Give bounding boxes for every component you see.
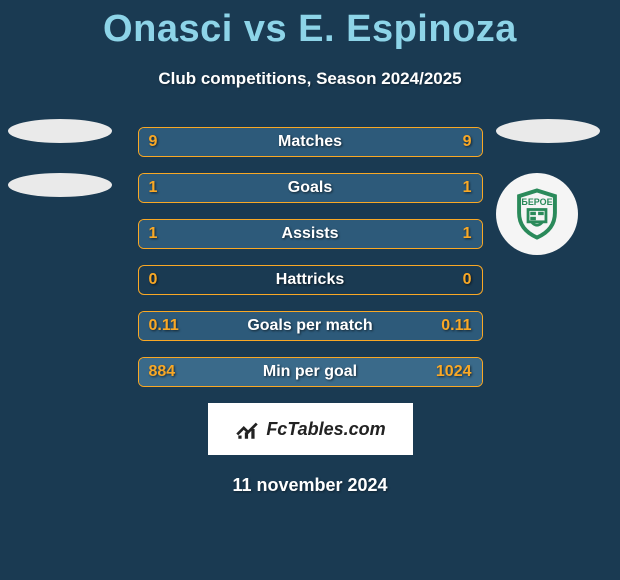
stat-right-value: 1	[463, 179, 472, 197]
club-logo-beroe: БЕРОЕ	[496, 173, 578, 255]
stat-right-value: 1	[463, 225, 472, 243]
stat-label: Matches	[278, 133, 342, 151]
stat-bar-right	[310, 174, 482, 202]
stat-row: 884 Min per goal 1024	[138, 357, 483, 387]
stat-label: Goals	[288, 179, 332, 197]
stat-left-value: 1	[149, 179, 158, 197]
stat-row: 0.11 Goals per match 0.11	[138, 311, 483, 341]
left-club-badge	[8, 119, 112, 227]
season-subtitle: Club competitions, Season 2024/2025	[0, 69, 620, 89]
stat-left-value: 9	[149, 133, 158, 151]
stat-bar-left	[139, 174, 311, 202]
right-club-badge: БЕРОЕ	[496, 119, 600, 255]
brand-badge: FcTables.com	[208, 403, 413, 455]
page-title: Onasci vs E. Espinoza	[0, 0, 620, 51]
svg-text:БЕРОЕ: БЕРОЕ	[521, 197, 552, 207]
stat-left-value: 0.11	[149, 317, 179, 335]
stat-right-value: 0	[463, 271, 472, 289]
stats-list: 9 Matches 9 1 Goals 1 1 Assists 1 0 Hattricks 0 0.11…	[138, 127, 483, 387]
stat-row: 0 Hattricks 0	[138, 265, 483, 295]
placeholder-ellipse-icon	[8, 119, 112, 143]
stat-right-value: 1024	[436, 363, 472, 381]
snapshot-date: 11 november 2024	[0, 475, 620, 496]
stat-row: 1 Goals 1	[138, 173, 483, 203]
brand-text: FcTables.com	[266, 419, 385, 440]
stat-left-value: 0	[149, 271, 158, 289]
stat-row: 1 Assists 1	[138, 219, 483, 249]
stat-label: Hattricks	[276, 271, 344, 289]
shield-icon: БЕРОЕ	[509, 186, 565, 242]
stat-left-value: 1	[149, 225, 158, 243]
placeholder-ellipse-icon	[8, 173, 112, 197]
stat-right-value: 9	[463, 133, 472, 151]
stat-label: Min per goal	[263, 363, 357, 381]
placeholder-ellipse-icon	[496, 119, 600, 143]
stat-row: 9 Matches 9	[138, 127, 483, 157]
stat-right-value: 0.11	[441, 317, 471, 335]
comparison-panel: БЕРОЕ 9 Matches 9 1 Goals 1 1 Assists 1 0 Hattrick…	[0, 127, 620, 496]
stat-left-value: 884	[149, 363, 176, 381]
stat-label: Assists	[282, 225, 339, 243]
stat-label: Goals per match	[247, 317, 372, 335]
chart-icon	[234, 416, 260, 442]
